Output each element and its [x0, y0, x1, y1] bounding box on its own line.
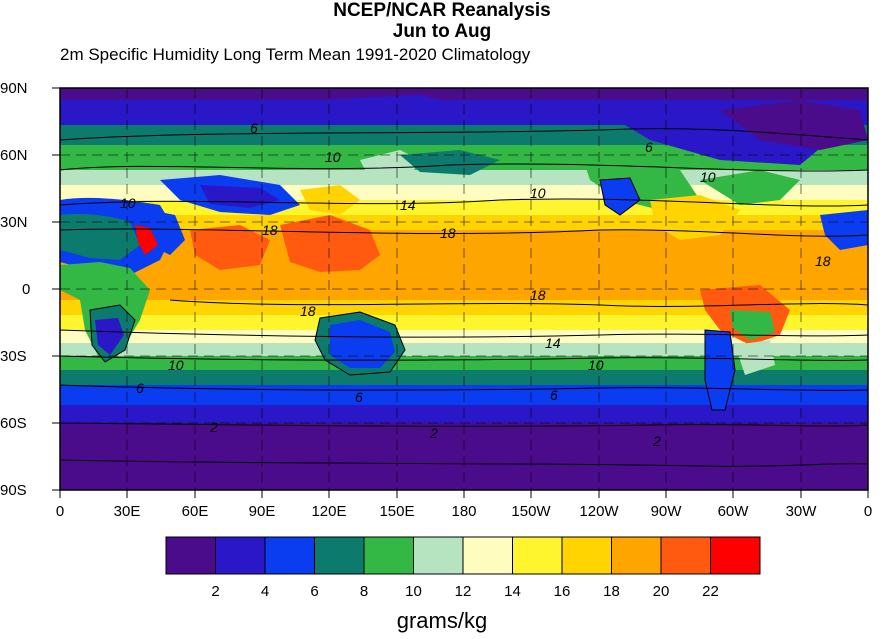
colorbar-swatch: [363, 536, 414, 575]
colorbar-label: 16: [554, 583, 571, 600]
lon-label: 0: [864, 503, 872, 520]
contour-label: 6: [136, 380, 144, 396]
colorbar-swatch: [462, 536, 513, 575]
chart-subtitle: 2m Specific Humidity Long Term Mean 1991…: [60, 45, 531, 64]
contour-label: 10: [530, 185, 546, 201]
contour-label: 2: [209, 419, 218, 435]
colorbar-label: 8: [360, 583, 368, 600]
colorbar-label: 4: [261, 583, 269, 600]
contour-label: 2: [429, 425, 438, 441]
contour-label: 6: [355, 389, 363, 405]
chart-season: Jun to Aug: [392, 21, 492, 42]
colorbar-swatch: [660, 536, 711, 575]
contour-label: 6: [645, 139, 653, 155]
colorbar-swatch: [561, 536, 612, 575]
contour-labels: 6 6 10 10 10 10 14 18 18 18 18 18 14 10 …: [120, 120, 831, 449]
contour-label: 10: [168, 357, 184, 373]
graticule: [60, 88, 868, 490]
lon-label: 60E: [182, 503, 209, 520]
contour-label: 2: [652, 433, 661, 449]
colorbar: [165, 536, 761, 575]
colorbar-swatch: [512, 536, 563, 575]
colorbar-label: 22: [702, 583, 719, 600]
colorbar-swatch: [413, 536, 464, 575]
contour-label: 10: [588, 357, 604, 373]
colorbar-swatch: [710, 536, 761, 575]
lon-label: 90E: [249, 503, 276, 520]
colorbar-label: 12: [455, 583, 472, 600]
axis-ticks: [52, 87, 869, 498]
lon-label: 30W: [786, 503, 818, 520]
lat-label: 30S: [0, 348, 27, 365]
lat-axis-labels: 90N 60N 30N 0 30S 60S 90S: [0, 80, 30, 499]
contour-label: 6: [550, 387, 558, 403]
lon-label: 60W: [718, 503, 750, 520]
lon-label: 0: [56, 503, 64, 520]
lon-label: 30E: [114, 503, 141, 520]
contour-label: 14: [400, 197, 416, 213]
colorbar-label: 6: [310, 583, 318, 600]
colorbar-label: 20: [653, 583, 670, 600]
lon-label: 120E: [311, 503, 346, 520]
contour-label: 10: [120, 195, 136, 211]
colorbar-swatch: [314, 536, 365, 575]
colorbar-label: 18: [603, 583, 620, 600]
contour-label: 6: [250, 120, 258, 136]
contour-label: 18: [815, 253, 831, 269]
units-label: grams/kg: [396, 608, 488, 633]
lon-axis-labels: 0 30E 60E 90E 120E 150E 180 150W 120W 90…: [56, 503, 872, 520]
colorbar-labels: 2 4 6 8 10 12 14 16 18 20 22: [211, 583, 719, 600]
lat-label: 60S: [0, 415, 27, 432]
colorbar-label: 2: [211, 583, 219, 600]
lon-label: 120W: [579, 503, 619, 520]
lat-label: 0: [22, 281, 30, 298]
lon-label: 150W: [511, 503, 551, 520]
contour-label: 18: [300, 303, 316, 319]
colorbar-swatch: [264, 536, 315, 575]
colorbar-swatch: [611, 536, 662, 575]
colorbar-swatch: [215, 536, 266, 575]
contour-lines: [60, 128, 868, 467]
chart-title: NCEP/NCAR Reanalysis: [333, 0, 551, 21]
colorbar-swatch: [165, 536, 216, 575]
lat-label: 90N: [0, 80, 28, 97]
colorbar-label: 10: [405, 583, 422, 600]
lat-label: 90S: [0, 482, 27, 499]
contour-label: 18: [440, 225, 456, 241]
contour-label: 18: [262, 222, 278, 238]
lat-label: 60N: [0, 147, 28, 164]
lon-label: 150E: [379, 503, 414, 520]
contour-label: 18: [530, 287, 546, 303]
contour-label: 14: [545, 335, 561, 351]
contour-label: 10: [700, 169, 716, 185]
colorbar-label: 14: [504, 583, 521, 600]
lon-label: 180: [451, 503, 476, 520]
lat-label: 30N: [0, 214, 28, 231]
contour-label: 10: [325, 149, 341, 165]
lon-label: 90W: [651, 503, 683, 520]
